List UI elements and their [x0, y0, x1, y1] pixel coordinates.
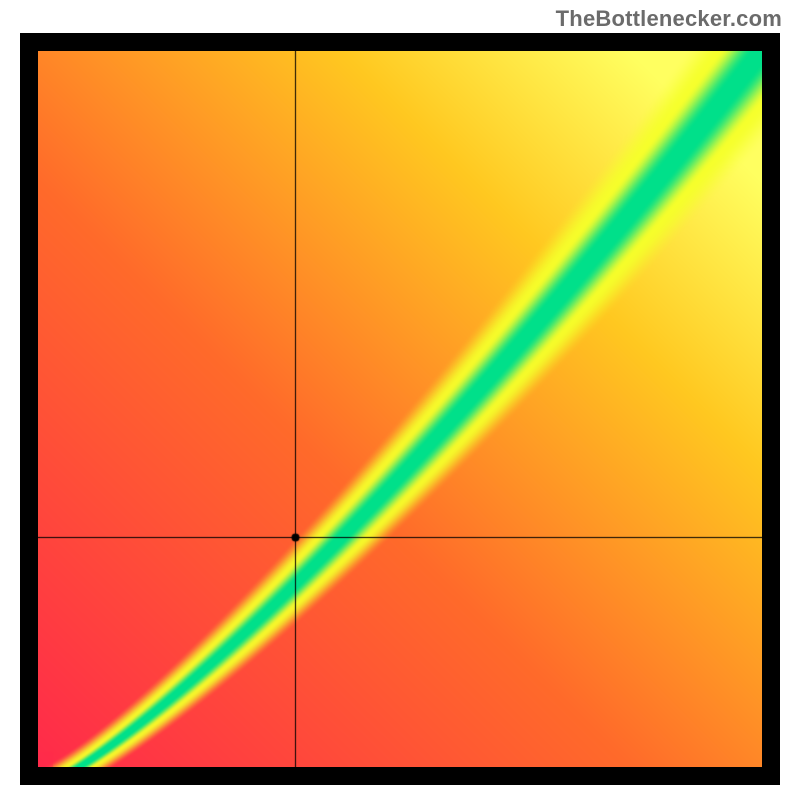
watermark-text: TheBottlenecker.com: [556, 6, 782, 32]
crosshair-overlay: [38, 51, 762, 767]
chart-container: TheBottlenecker.com: [0, 0, 800, 800]
